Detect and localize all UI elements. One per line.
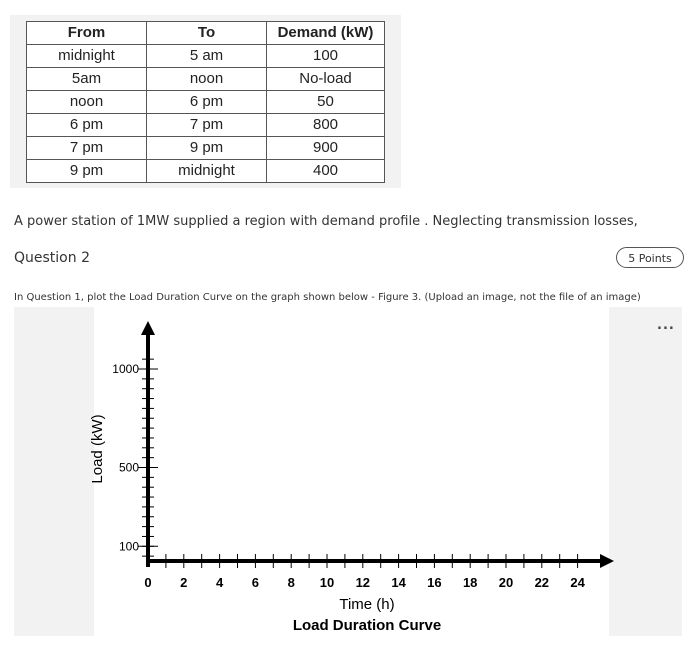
x-tick-label: 18	[463, 575, 477, 590]
y-axis-arrow-icon	[141, 321, 155, 335]
cell-to: 7 pm	[146, 113, 267, 137]
x-tick-label: 14	[391, 575, 406, 590]
header-from: From	[26, 21, 147, 45]
x-tick-label: 6	[252, 575, 259, 590]
demand-table-image: From To Demand (kW) midnight 5 am 100 5a…	[10, 15, 401, 188]
y-tick-label: 100	[119, 539, 139, 553]
x-tick-label: 10	[320, 575, 334, 590]
cell-to: 9 pm	[146, 136, 267, 160]
table-row: 7 pm 9 pm 900	[26, 136, 385, 160]
table-row: 6 pm 7 pm 800	[26, 113, 385, 137]
cell-demand: 900	[266, 136, 385, 160]
cell-from: 6 pm	[26, 113, 147, 137]
y-tick-label: 500	[119, 461, 139, 475]
header-to: To	[146, 21, 267, 45]
intro-text: A power station of 1MW supplied a region…	[14, 214, 638, 229]
cell-from: midnight	[26, 44, 147, 68]
cell-to: noon	[146, 67, 267, 91]
question-text: In Question 1, plot the Load Duration Cu…	[14, 292, 641, 303]
table-header-row: From To Demand (kW)	[26, 21, 385, 45]
x-tick-label: 8	[288, 575, 295, 590]
header-demand: Demand (kW)	[266, 21, 385, 45]
demand-table: From To Demand (kW) midnight 5 am 100 5a…	[26, 21, 385, 183]
cell-demand: 800	[266, 113, 385, 137]
question-title: Question 2	[14, 250, 90, 266]
points-badge: 5 Points	[616, 247, 684, 268]
cell-from: 9 pm	[26, 159, 147, 183]
cell-to: 5 am	[146, 44, 267, 68]
cell-demand: 50	[266, 90, 385, 114]
x-tick-label: 16	[427, 575, 441, 590]
cell-from: 7 pm	[26, 136, 147, 160]
cell-demand: 100	[266, 44, 385, 68]
x-tick-label: 4	[216, 575, 224, 590]
chart-title: Load Duration Curve	[293, 617, 441, 634]
cell-to: midnight	[146, 159, 267, 183]
x-tick-label: 20	[499, 575, 513, 590]
x-tick-label: 24	[570, 575, 585, 590]
cell-demand: 400	[266, 159, 385, 183]
cell-from: 5am	[26, 67, 147, 91]
y-axis-label: Load (kW)	[89, 414, 106, 483]
table-row: 9 pm midnight 400	[26, 159, 385, 183]
more-options-icon[interactable]: ...	[657, 318, 675, 333]
x-tick-label: 2	[180, 575, 187, 590]
cell-to: 6 pm	[146, 90, 267, 114]
cell-from: noon	[26, 90, 147, 114]
x-tick-label: 12	[356, 575, 370, 590]
x-axis-arrow-icon	[600, 554, 614, 568]
table-row: midnight 5 am 100	[26, 44, 385, 68]
table-row: 5am noon No-load	[26, 67, 385, 91]
x-tick-label: 0	[144, 575, 151, 590]
y-tick-label: 1000	[112, 362, 139, 376]
table-row: noon 6 pm 50	[26, 90, 385, 114]
x-tick-label: 22	[535, 575, 549, 590]
cell-demand: No-load	[266, 67, 385, 91]
x-axis-label: Time (h)	[339, 596, 394, 613]
